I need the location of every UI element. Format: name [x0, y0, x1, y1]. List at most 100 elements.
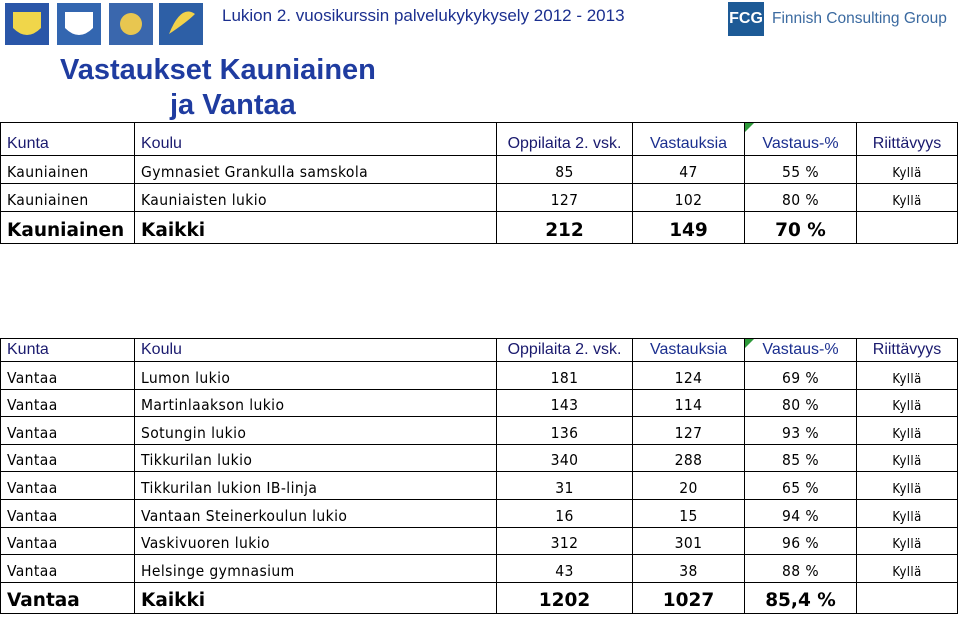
table-cell: Vantaa — [0, 362, 135, 390]
cell-text: Helsinge gymnasium — [141, 561, 295, 580]
cell-text: 1027 — [662, 589, 715, 611]
table-cell: 143 — [497, 389, 633, 418]
table-cell: Kyllä — [857, 184, 958, 212]
table-cell: 85 % — [745, 444, 857, 473]
fcg-logo: FCG — [728, 2, 764, 36]
table-cell: 47 — [633, 156, 745, 184]
table-cell: 136 — [497, 417, 633, 445]
cell-text: Vastauksia — [649, 341, 728, 358]
cell-text: Kyllä — [892, 426, 922, 442]
cell-text: 149 — [669, 220, 708, 241]
header-cell: Vastaus-% — [745, 122, 857, 156]
cell-text: Martinlaakson lukio — [141, 396, 285, 415]
header-cell: Oppilaita 2. vsk. — [497, 122, 633, 156]
table-cell: Martinlaakson lukio — [135, 389, 497, 418]
cell-text: Lumon lukio — [141, 368, 231, 387]
table-cell: 85 — [497, 156, 633, 184]
total-cell — [857, 212, 958, 244]
cell-text: Kaikki — [141, 589, 206, 611]
cell-text: Vantaa — [7, 561, 58, 580]
table-cell: Vaskivuoren lukio — [135, 527, 497, 556]
cell-text: 94 % — [781, 506, 820, 525]
cell-text: 93 % — [781, 423, 820, 442]
total-cell: Kaikki — [135, 212, 497, 244]
table-cell: 31 — [497, 472, 633, 500]
total-cell: 1027 — [633, 582, 745, 614]
cell-text: 181 — [550, 368, 579, 387]
cell-text: 20 — [679, 478, 698, 497]
cell-text: 212 — [545, 220, 584, 241]
cell-text: 102 — [674, 191, 703, 209]
cell-text: Vantaa — [7, 451, 58, 470]
table-cell: Kyllä — [857, 362, 958, 390]
table-cell: 340 — [497, 444, 633, 473]
header-cell: Oppilaita 2. vsk. — [497, 338, 633, 362]
header-cell: Koulu — [135, 338, 497, 362]
header-cell: Vastauksia — [633, 338, 745, 362]
cell-text: 15 — [679, 506, 698, 525]
cell-text: 80 % — [781, 191, 820, 209]
header-cell: Kunta — [0, 122, 135, 156]
cell-text: Vantaa — [7, 534, 58, 553]
cell-text: Vantaan Steinerkoulun lukio — [141, 506, 348, 525]
cell-text: 127 — [674, 423, 703, 442]
cell-text: 55 % — [781, 163, 820, 181]
cell-text: 85,4 % — [765, 589, 836, 611]
cell-text: 31 — [555, 478, 574, 497]
total-cell: Kaikki — [135, 582, 497, 614]
table-cell: Helsinge gymnasium — [135, 555, 497, 583]
header-cell: Koulu — [135, 122, 497, 156]
cell-text: 114 — [674, 396, 703, 415]
table-cell: Vantaa — [0, 389, 135, 418]
cell-text: 1202 — [538, 589, 591, 611]
cell-text: Vantaa — [7, 506, 58, 525]
table-cell: 94 % — [745, 500, 857, 528]
table-cell: Vantaa — [0, 444, 135, 473]
cell-text: 124 — [674, 368, 703, 387]
table-cell: 96 % — [745, 527, 857, 556]
cell-text: 38 — [679, 561, 698, 580]
cell-text: Vastaus-% — [762, 341, 839, 358]
company-name: Finnish Consulting Group — [772, 10, 947, 27]
cell-text: 136 — [550, 423, 579, 442]
table-cell: 312 — [497, 527, 633, 556]
table-cell: Kyllä — [857, 389, 958, 418]
table-cell: 38 — [633, 555, 745, 583]
cell-text: 43 — [555, 561, 574, 580]
cell-text: 65 % — [781, 478, 820, 497]
comment-marker — [745, 339, 754, 348]
cell-text: 288 — [674, 451, 703, 470]
cell-text: 340 — [550, 451, 579, 470]
table-cell: Kauniaisten lukio — [135, 184, 497, 212]
cell-text: Tikkurilan lukion IB-linja — [141, 478, 318, 497]
cell-text: 70 % — [775, 220, 826, 241]
header-cell: Kunta — [0, 338, 135, 362]
cell-text: 127 — [550, 191, 579, 209]
table-cell: Kyllä — [857, 500, 958, 528]
cell-text: 96 % — [781, 534, 820, 553]
cell-text: 312 — [550, 534, 579, 553]
cell-text: 301 — [674, 534, 703, 553]
cell-text: Kyllä — [892, 194, 922, 209]
table-cell: 20 — [633, 472, 745, 500]
heading-line: ja Vantaa — [170, 89, 296, 121]
table-cell: Lumon lukio — [135, 362, 497, 390]
cell-text: Gymnasiet Grankulla samskola — [141, 163, 369, 181]
table-cell: Kyllä — [857, 156, 958, 184]
total-cell: Kauniainen — [0, 212, 135, 244]
survey-title: Lukion 2. vuosikurssin palvelukykykysely… — [222, 6, 625, 25]
table-cell: Tikkurilan lukio — [135, 444, 497, 473]
cell-text: 143 — [550, 396, 579, 415]
cell-text: 69 % — [781, 368, 820, 387]
total-cell: 149 — [633, 212, 745, 244]
total-cell: 85,4 % — [745, 582, 857, 614]
header-cell: Riittävyys — [857, 338, 958, 362]
table-cell: 16 — [497, 500, 633, 528]
table-cell: 69 % — [745, 362, 857, 390]
table-cell: 65 % — [745, 472, 857, 500]
table-cell: 80 % — [745, 389, 857, 418]
table-cell: 88 % — [745, 555, 857, 583]
cell-text: 85 % — [781, 451, 820, 470]
table-cell: 181 — [497, 362, 633, 390]
